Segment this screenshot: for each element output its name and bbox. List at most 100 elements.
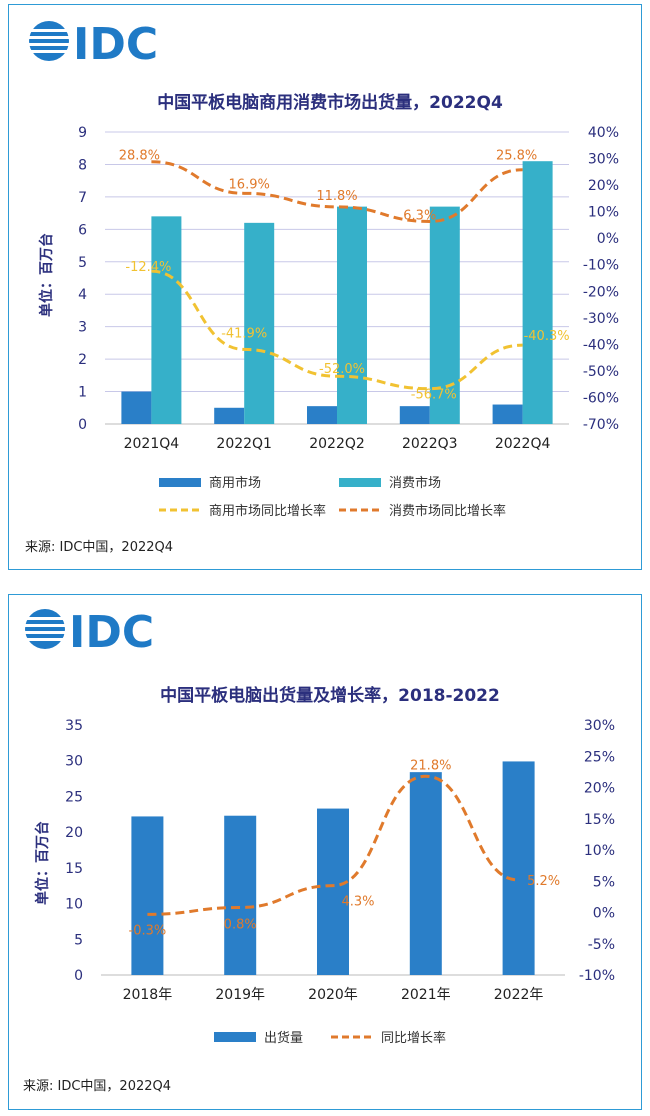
- y-tick-label: 25: [65, 789, 83, 805]
- data-label: 0.8%: [224, 918, 257, 933]
- y2-tick-label: 15%: [584, 812, 615, 828]
- y2-tick-label: -70%: [583, 417, 619, 433]
- y-tick-label: 10: [65, 897, 83, 913]
- chart-panel-quarterly: IDC 中国平板电脑商用消费市场出货量，2022Q4 单位：百万台 0 1 2 3 4 5…: [8, 4, 642, 570]
- data-label: 25.8%: [496, 149, 537, 164]
- legend-swatch-consumer: [339, 478, 381, 487]
- x-tick-label: 2018年: [123, 987, 173, 1003]
- chart-title: 中国平板电脑商用消费市场出货量，2022Q4: [157, 92, 503, 113]
- data-label: 16.9%: [229, 177, 270, 192]
- chart-title: 中国平板电脑出货量及增长率，2018-2022: [160, 685, 500, 706]
- growth-line: [147, 774, 519, 916]
- y-tick-label: 30: [65, 754, 83, 770]
- data-label: -40.3%: [524, 329, 570, 344]
- legend-label-shipments: 出货量: [264, 1030, 303, 1046]
- chart-annual-svg: IDC 中国平板电脑出货量及增长率，2018-2022 单位：百万台 0 5 10 1…: [23, 607, 615, 1094]
- y-tick-label: 8: [78, 157, 87, 173]
- y-tick-label: 9: [78, 125, 87, 141]
- idc-globe-icon: [27, 21, 71, 61]
- y2-tick-label: 20%: [588, 178, 619, 194]
- y2-tick-label: -10%: [579, 968, 615, 984]
- idc-logo: IDC: [23, 607, 154, 658]
- bar-a: [214, 407, 245, 424]
- y-tick-label: 2: [78, 352, 87, 368]
- y2-tick-label: 30%: [588, 152, 619, 168]
- legend: 商用市场 消费市场 商用市场同比增长率 消费市场同比增长率: [159, 475, 506, 519]
- y2-tick-label: 30%: [584, 718, 615, 734]
- y2-tick-label: 5%: [593, 874, 615, 890]
- bar-a: [224, 815, 257, 975]
- x-tick-label: 2022Q2: [309, 436, 365, 452]
- source-note: 来源: IDC中国，2022Q4: [23, 1079, 171, 1094]
- data-label: -56.7%: [411, 388, 457, 403]
- y2-tick-label: 0%: [593, 906, 615, 922]
- y2-tick-label: 40%: [588, 125, 619, 141]
- y-axis-label: 单位：百万台: [34, 821, 51, 905]
- y2-tick-label: 10%: [584, 843, 615, 859]
- x-tick-label: 2019年: [215, 987, 265, 1003]
- y2-tick-label: -10%: [583, 258, 619, 274]
- data-label: 5.2%: [527, 874, 560, 889]
- y-tick-label: 35: [65, 718, 83, 734]
- bar-a: [399, 406, 430, 424]
- y2-tick-label: 20%: [584, 781, 615, 797]
- growth-line: [151, 160, 523, 223]
- y2-tick-label: 10%: [588, 205, 619, 221]
- y-tick-label: 6: [78, 222, 87, 238]
- y-tick-label: 20: [65, 825, 83, 841]
- legend-swatch-shipments: [214, 1032, 256, 1042]
- y2-tick-label: -40%: [583, 337, 619, 353]
- y-tick-label: 1: [78, 385, 87, 401]
- x-tick-label: 2021年: [401, 987, 451, 1003]
- x-tick-label: 2022年: [494, 987, 544, 1003]
- y-tick-label: 5: [74, 932, 83, 948]
- legend-label-commercial-growth: 商用市场同比增长率: [209, 503, 326, 519]
- idc-globe-icon: [23, 609, 67, 649]
- idc-logo-text: IDC: [69, 607, 154, 658]
- data-label: -41.9%: [221, 326, 267, 341]
- y-tick-label: 4: [78, 287, 87, 303]
- x-tick-label: 2022Q1: [216, 436, 272, 452]
- plot-area: 0 5 10 15 20 25 30 35 -10% -5% 0% 5% 10% 15% 20% 25% 30%…: [65, 718, 615, 1003]
- y-tick-label: 0: [78, 417, 87, 433]
- y-tick-label: 3: [78, 320, 87, 336]
- bar-a: [131, 816, 164, 975]
- y-tick-label: 0: [74, 968, 83, 984]
- x-tick-label: 2022Q3: [402, 436, 458, 452]
- data-label: -12.4%: [125, 260, 171, 275]
- chart-quarterly-svg: IDC 中国平板电脑商用消费市场出货量，2022Q4 单位：百万台 0 1 2 3 4 5…: [25, 19, 619, 555]
- x-tick-label: 2022Q4: [495, 436, 551, 452]
- legend-label-growth: 同比增长率: [381, 1030, 446, 1046]
- bar-a: [502, 761, 535, 975]
- legend: 出货量 同比增长率: [214, 1030, 446, 1046]
- source-note: 来源: IDC中国，2022Q4: [25, 540, 173, 555]
- y2-tick-label: -50%: [583, 364, 619, 380]
- y-axis-label: 单位：百万台: [38, 233, 55, 317]
- bar-b: [151, 216, 182, 424]
- data-label: 4.3%: [341, 895, 374, 910]
- data-label: 6.3%: [403, 208, 436, 223]
- y2-tick-label: 0%: [597, 231, 619, 247]
- bar-a: [307, 406, 337, 424]
- y2-tick-label: 25%: [584, 749, 615, 765]
- idc-logo: IDC: [27, 19, 158, 70]
- y2-tick-label: -60%: [583, 390, 619, 406]
- y2-tick-label: -30%: [583, 311, 619, 327]
- bar-b: [522, 161, 553, 424]
- data-label: 28.8%: [119, 149, 160, 164]
- x-tick-label: 2020年: [308, 987, 358, 1003]
- y-tick-label: 15: [65, 861, 83, 877]
- idc-logo-text: IDC: [73, 19, 158, 70]
- legend-label-consumer-growth: 消费市场同比增长率: [389, 503, 506, 519]
- legend-label-commercial: 商用市场: [209, 475, 261, 491]
- y2-tick-label: -20%: [583, 284, 619, 300]
- bar-b: [337, 206, 367, 424]
- bar-a: [121, 391, 152, 424]
- y-tick-label: 5: [78, 255, 87, 271]
- bar-a: [317, 808, 349, 975]
- y-tick-label: 7: [78, 190, 87, 206]
- data-label: 21.8%: [410, 758, 451, 773]
- x-tick-label: 2021Q4: [124, 436, 180, 452]
- plot-area: 0 1 2 3 4 5 6 7 8 9 -70% -60% -50% -40% -30% -20% -10% 0%…: [78, 125, 619, 452]
- data-label: 11.8%: [316, 189, 357, 204]
